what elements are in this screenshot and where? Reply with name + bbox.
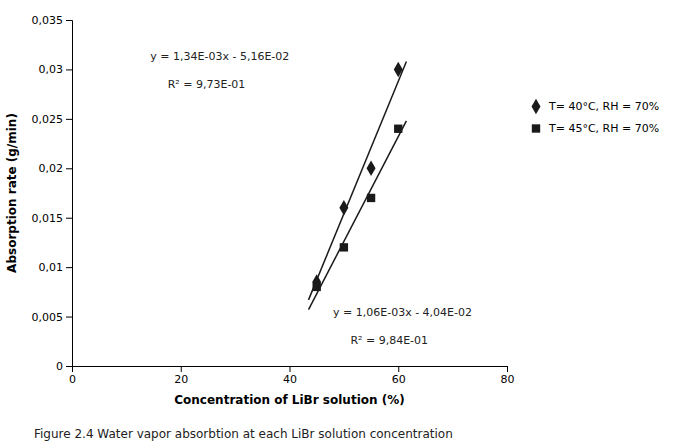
tick: 0,01 bbox=[39, 261, 73, 274]
annotation: y = 1,34E-03x - 5,16E-02 bbox=[150, 50, 289, 63]
annotation: R² = 9,73E-01 bbox=[168, 78, 246, 91]
legend-item: T= 45°C, RH = 70% bbox=[532, 122, 659, 135]
tick: 60 bbox=[392, 366, 406, 386]
tick-mark bbox=[290, 366, 291, 372]
point bbox=[367, 160, 376, 176]
tick-mark bbox=[66, 69, 72, 70]
point bbox=[394, 125, 402, 133]
tick-mark bbox=[66, 218, 72, 219]
tick-label: 0 bbox=[69, 373, 76, 386]
tick-label: 20 bbox=[174, 373, 188, 386]
tick-label: 0,02 bbox=[39, 162, 64, 175]
tick-label: 0 bbox=[56, 360, 63, 373]
annotation: y = 1,06E-03x - 4,04E-02 bbox=[333, 306, 472, 319]
legend-symbol bbox=[532, 99, 541, 115]
tick: 0,005 bbox=[32, 311, 73, 324]
tick-label: 60 bbox=[392, 373, 406, 386]
y-axis-title: Absorption rate (g/min) bbox=[5, 113, 19, 273]
tick-label: 0,015 bbox=[32, 212, 64, 225]
plot-area: 0 20 40 60 80 0 0,005 0,01 0,015 0,02 0,025 0,03 0,0… bbox=[32, 14, 515, 386]
caption: Figure 2.4 Water vapor absorbtion at eac… bbox=[34, 427, 453, 441]
axis-line bbox=[66, 21, 73, 367]
point bbox=[313, 283, 321, 291]
trend-line bbox=[309, 121, 407, 310]
annotation: R² = 9,84E-01 bbox=[350, 334, 428, 347]
tick: 0,035 bbox=[32, 14, 73, 27]
chart: 0 20 40 60 80 0 0,005 0,01 0,015 0,02 0,025 0,03 0,0… bbox=[0, 0, 692, 448]
y-axis: 0 0,005 0,01 0,015 0,02 0,025 0,03 0,035 bbox=[32, 14, 73, 373]
legend-label: T= 45°C, RH = 70% bbox=[548, 122, 659, 135]
tick: 0,02 bbox=[39, 162, 73, 175]
tick: 0,03 bbox=[39, 63, 73, 76]
tick-mark bbox=[181, 366, 182, 372]
tick-mark bbox=[66, 168, 72, 169]
tick-label: 0,025 bbox=[32, 113, 64, 126]
tick-mark bbox=[398, 366, 399, 372]
point bbox=[340, 243, 348, 251]
tick-label: 40 bbox=[283, 373, 297, 386]
tick: 0 bbox=[56, 360, 72, 373]
tick-mark bbox=[66, 119, 72, 120]
tick-mark bbox=[66, 317, 72, 318]
tick-label: 0,005 bbox=[32, 311, 64, 324]
tick-mark bbox=[507, 366, 508, 372]
tick: 0 bbox=[69, 366, 76, 386]
axis-line bbox=[73, 367, 508, 373]
annotations: y = 1,34E-03x - 5,16E-02 R² = 9,73E-01 y =… bbox=[150, 50, 472, 347]
data-marks bbox=[309, 61, 407, 309]
x-axis: 0 20 40 60 80 bbox=[69, 366, 515, 386]
legend-symbol bbox=[532, 124, 540, 132]
trend-line bbox=[309, 61, 407, 299]
tick-mark bbox=[66, 20, 72, 21]
tick: 80 bbox=[501, 366, 515, 386]
tick-label: 0,01 bbox=[39, 261, 64, 274]
legend-label: T= 40°C, RH = 70% bbox=[548, 100, 659, 113]
tick-label: 0,03 bbox=[39, 63, 64, 76]
tick-label: 0,035 bbox=[32, 14, 64, 27]
tick-mark bbox=[66, 267, 72, 268]
point bbox=[367, 194, 375, 202]
tick: 40 bbox=[283, 366, 297, 386]
point bbox=[339, 200, 348, 216]
legend-item: T= 40°C, RH = 70% bbox=[532, 99, 660, 115]
tick: 0,025 bbox=[32, 113, 73, 126]
point bbox=[394, 62, 403, 78]
tick-label: 80 bbox=[501, 373, 515, 386]
x-axis-title: Concentration of LiBr solution (%) bbox=[174, 393, 404, 407]
legend: T= 40°C, RH = 70% T= 45°C, RH = 70% bbox=[532, 99, 660, 136]
tick: 0,015 bbox=[32, 212, 73, 225]
tick: 20 bbox=[174, 366, 188, 386]
tick-mark bbox=[66, 366, 72, 367]
